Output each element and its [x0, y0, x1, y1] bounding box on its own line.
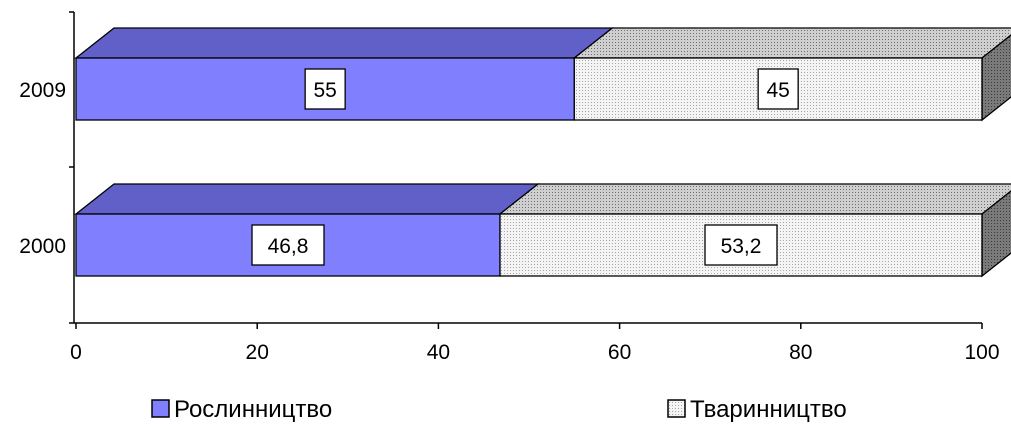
bars-layer	[74, 27, 1011, 278]
x-tick-label-40: 40	[427, 341, 450, 364]
bar-top-tvarynnytstvo-2000	[498, 183, 1011, 215]
data-label-roslynnytstvo-2009: 55	[313, 79, 336, 102]
data-label-box-roslynnytstvo-2009	[304, 68, 346, 110]
bar-top-roslynnytstvo-2000	[74, 183, 540, 215]
data-label-box-roslynnytstvo-2000	[251, 224, 325, 266]
data-label-roslynnytstvo-2000: 46,8	[268, 235, 309, 258]
axes-layer: 2000 2009 0 20 40 60 80 100	[19, 11, 1000, 364]
x-tick-label-0: 0	[70, 341, 82, 364]
legend-swatch-tvarynnytstvo	[667, 399, 686, 418]
bar-top-tvarynnytstvo-2009	[572, 27, 1011, 59]
data-label-box-tvarynnytstvo-2000	[704, 224, 778, 266]
y-tick-label-2009: 2009	[19, 79, 66, 102]
x-tick-label-80: 80	[789, 341, 812, 364]
data-label-tvarynnytstvo-2009: 45	[766, 79, 789, 102]
y-tick-label-2000: 2000	[19, 235, 66, 258]
data-label-box-tvarynnytstvo-2009	[757, 68, 799, 110]
labels-layer: 46,8 53,2 55 45	[251, 68, 799, 266]
x-tick-label-100: 100	[964, 341, 999, 364]
bar-top-roslynnytstvo-2009	[74, 27, 615, 59]
data-label-tvarynnytstvo-2000: 53,2	[721, 235, 762, 258]
legend-label-tvarynnytstvo: Тваринництво	[690, 396, 847, 423]
x-tick-label-20: 20	[246, 341, 269, 364]
legend-label-roslynnytstvo: Рослинництво	[174, 396, 332, 423]
legend-swatch-roslynnytstvo	[151, 399, 170, 418]
legend: Рослинництво Тваринництво	[151, 396, 847, 423]
x-tick-label-60: 60	[608, 341, 631, 364]
